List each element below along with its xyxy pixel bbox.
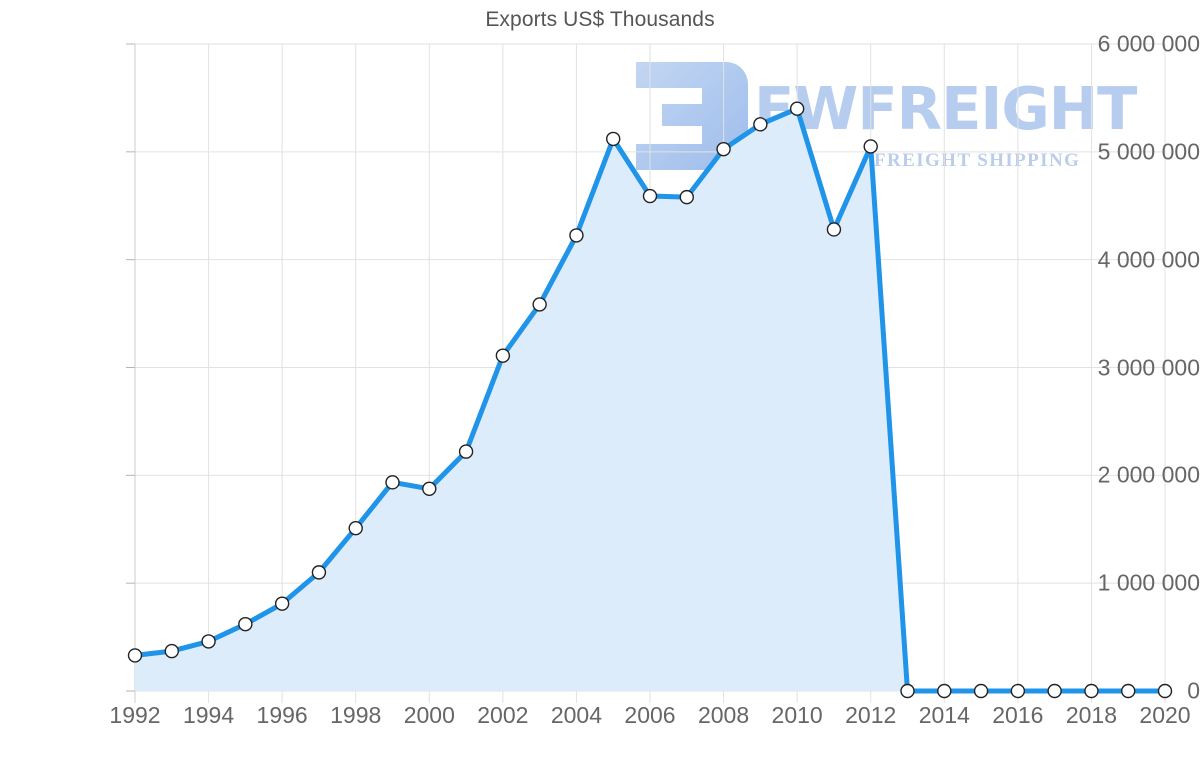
y-tick-label: 2 000 000 [1097, 461, 1200, 488]
data-point-2012[interactable] [863, 139, 878, 154]
data-point-2019[interactable] [1121, 683, 1136, 699]
data-point-1999[interactable] [385, 475, 400, 490]
data-point-2020[interactable] [1157, 683, 1173, 699]
data-point-2014[interactable] [937, 683, 952, 699]
y-tick-label: 6 000 000 [1097, 30, 1200, 57]
data-point-2011[interactable] [826, 222, 842, 237]
axis-lines [126, 43, 136, 703]
data-point-1994[interactable] [201, 634, 216, 649]
y-tick-label: 3 000 000 [1097, 354, 1200, 380]
data-point-2005[interactable] [606, 131, 621, 147]
area-fill [135, 108, 1165, 691]
data-point-2010[interactable] [789, 101, 805, 116]
x-tick-label: 1998 [330, 702, 382, 728]
x-tick-label: 2000 [403, 702, 455, 728]
x-tick-label: 1996 [256, 702, 308, 728]
data-point-1997[interactable] [311, 565, 327, 580]
x-tick-label: 1992 [109, 702, 161, 728]
x-tick-label: 1994 [182, 702, 235, 728]
data-point-1996[interactable] [274, 596, 290, 611]
data-point-2000[interactable] [422, 481, 437, 497]
data-point-2001[interactable] [458, 444, 474, 459]
x-tick-label: 2016 [992, 702, 1044, 728]
data-point-2006[interactable] [642, 188, 658, 204]
x-tick-label: 2006 [624, 702, 676, 728]
data-point-2002[interactable] [495, 348, 511, 363]
data-point-1992[interactable] [127, 648, 143, 663]
data-point-2015[interactable] [973, 683, 989, 699]
data-point-2013[interactable] [900, 683, 915, 699]
data-point-2017[interactable] [1047, 683, 1062, 699]
data-point-2009[interactable] [753, 117, 768, 132]
y-tick-label: 4 000 000 [1097, 246, 1200, 273]
x-tick-label: 2020 [1139, 702, 1191, 728]
data-point-2008[interactable] [716, 141, 731, 157]
x-tick-label: 2014 [918, 702, 970, 728]
data-point-2016[interactable] [1010, 683, 1026, 699]
x-tick-label: 2008 [697, 702, 750, 728]
data-point-2018[interactable] [1084, 683, 1099, 699]
data-markers [127, 101, 1173, 699]
data-point-1993[interactable] [164, 643, 179, 659]
y-tick-label: 0 [1187, 677, 1200, 704]
chart-title: Exports US$ Thousands [485, 8, 715, 31]
data-point-2007[interactable] [679, 189, 694, 205]
data-point-1998[interactable] [348, 520, 363, 536]
y-tick-label: 1 000 000 [1097, 569, 1200, 596]
x-tick-label: 2010 [771, 702, 823, 728]
x-tick-label: 2018 [1065, 702, 1118, 728]
data-point-2003[interactable] [532, 297, 547, 312]
y-tick-label: 5 000 000 [1097, 138, 1200, 165]
data-point-1995[interactable] [238, 616, 253, 632]
x-tick-label: 2012 [845, 702, 897, 728]
x-tick-label: 2002 [477, 702, 529, 728]
x-tick-label: 2004 [550, 702, 603, 728]
data-point-2004[interactable] [569, 228, 584, 243]
